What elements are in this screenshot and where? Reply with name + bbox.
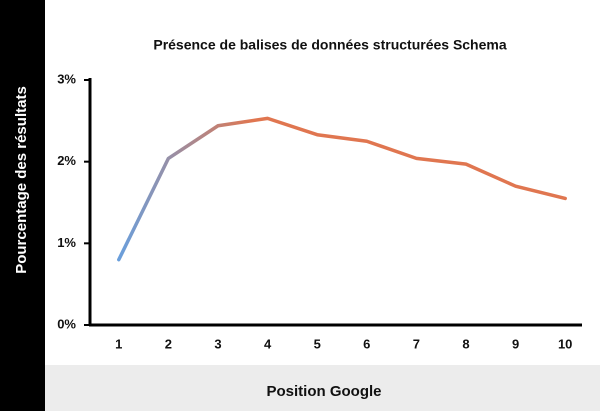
chart-title: Présence de balises de données structuré… (153, 37, 506, 53)
x-label-band (45, 365, 600, 411)
x-axis-label: Position Google (267, 383, 382, 400)
line (117, 116, 567, 262)
y-tick-label: 3% (57, 71, 76, 86)
x-tick-label: 3 (214, 336, 221, 351)
x-tick-label: 1 (115, 336, 122, 351)
x-tick-label: 2 (165, 336, 172, 351)
x-tick-label: 9 (512, 336, 519, 351)
x-tick-label: 8 (462, 336, 469, 351)
y-label-band (0, 0, 45, 411)
x-tick-label: 7 (413, 336, 420, 351)
x-tick-label: 6 (363, 336, 370, 351)
y-axis-label: Pourcentage des résultats (13, 86, 30, 274)
y-tick-label: 1% (57, 235, 76, 250)
y-tick-label: 2% (57, 153, 76, 168)
x-tick-label: 10 (558, 336, 572, 351)
x-tick-label: 4 (264, 336, 272, 351)
x-tick-label: 5 (314, 336, 321, 351)
y-tick-label: 0% (57, 316, 76, 331)
